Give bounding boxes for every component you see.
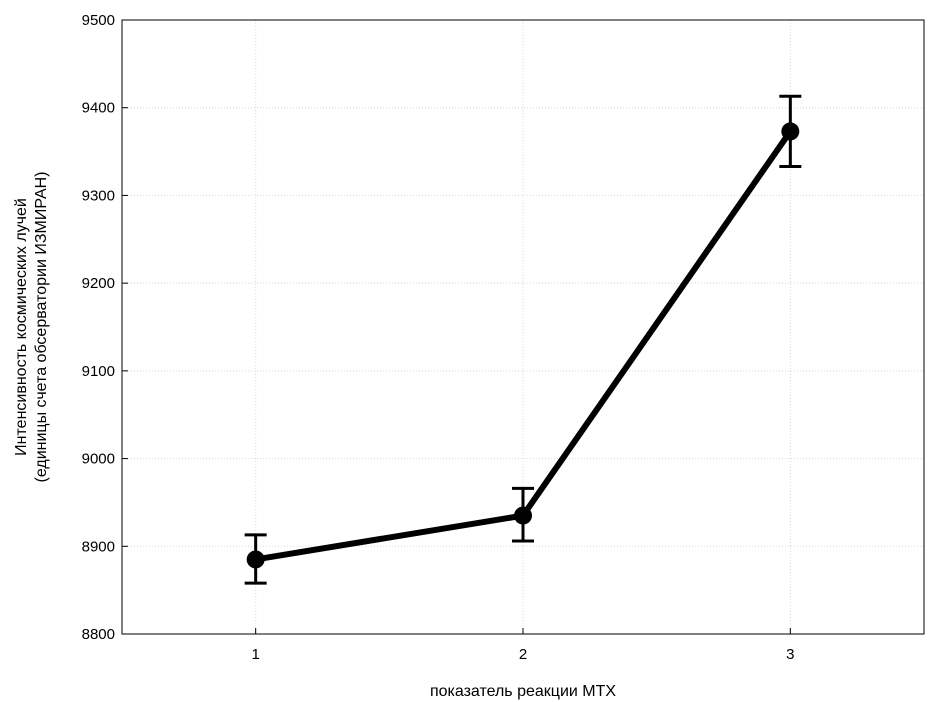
y-tick-label: 9400 xyxy=(82,100,115,117)
y-tick-label: 9500 xyxy=(82,12,115,29)
data-point xyxy=(514,506,532,525)
ticks-layer: 8800 8900 9000 9100 9200 9300 9400 9500 1 2 3 xyxy=(82,12,795,663)
data-layer xyxy=(244,94,802,585)
data-point xyxy=(246,550,265,569)
y-axis-title-line-1: Интенсивность космических лучей xyxy=(13,198,30,456)
x-tick-label: 1 xyxy=(251,646,259,663)
x-tick-label: 2 xyxy=(519,646,527,663)
y-axis-title-line-2: (единицы счета обсерватории ИЗМИРАН) xyxy=(33,171,50,482)
x-tick-label: 3 xyxy=(786,646,794,663)
data-point xyxy=(781,122,800,141)
y-tick-label: 8900 xyxy=(82,538,115,555)
x-axis-title: показатель реакции МТХ xyxy=(430,683,616,700)
y-tick-label: 9100 xyxy=(82,363,115,380)
y-tick-label: 8800 xyxy=(82,626,115,643)
y-tick-label: 9200 xyxy=(82,275,115,292)
y-tick-label: 9300 xyxy=(82,187,115,204)
y-tick-label: 9000 xyxy=(82,451,115,468)
